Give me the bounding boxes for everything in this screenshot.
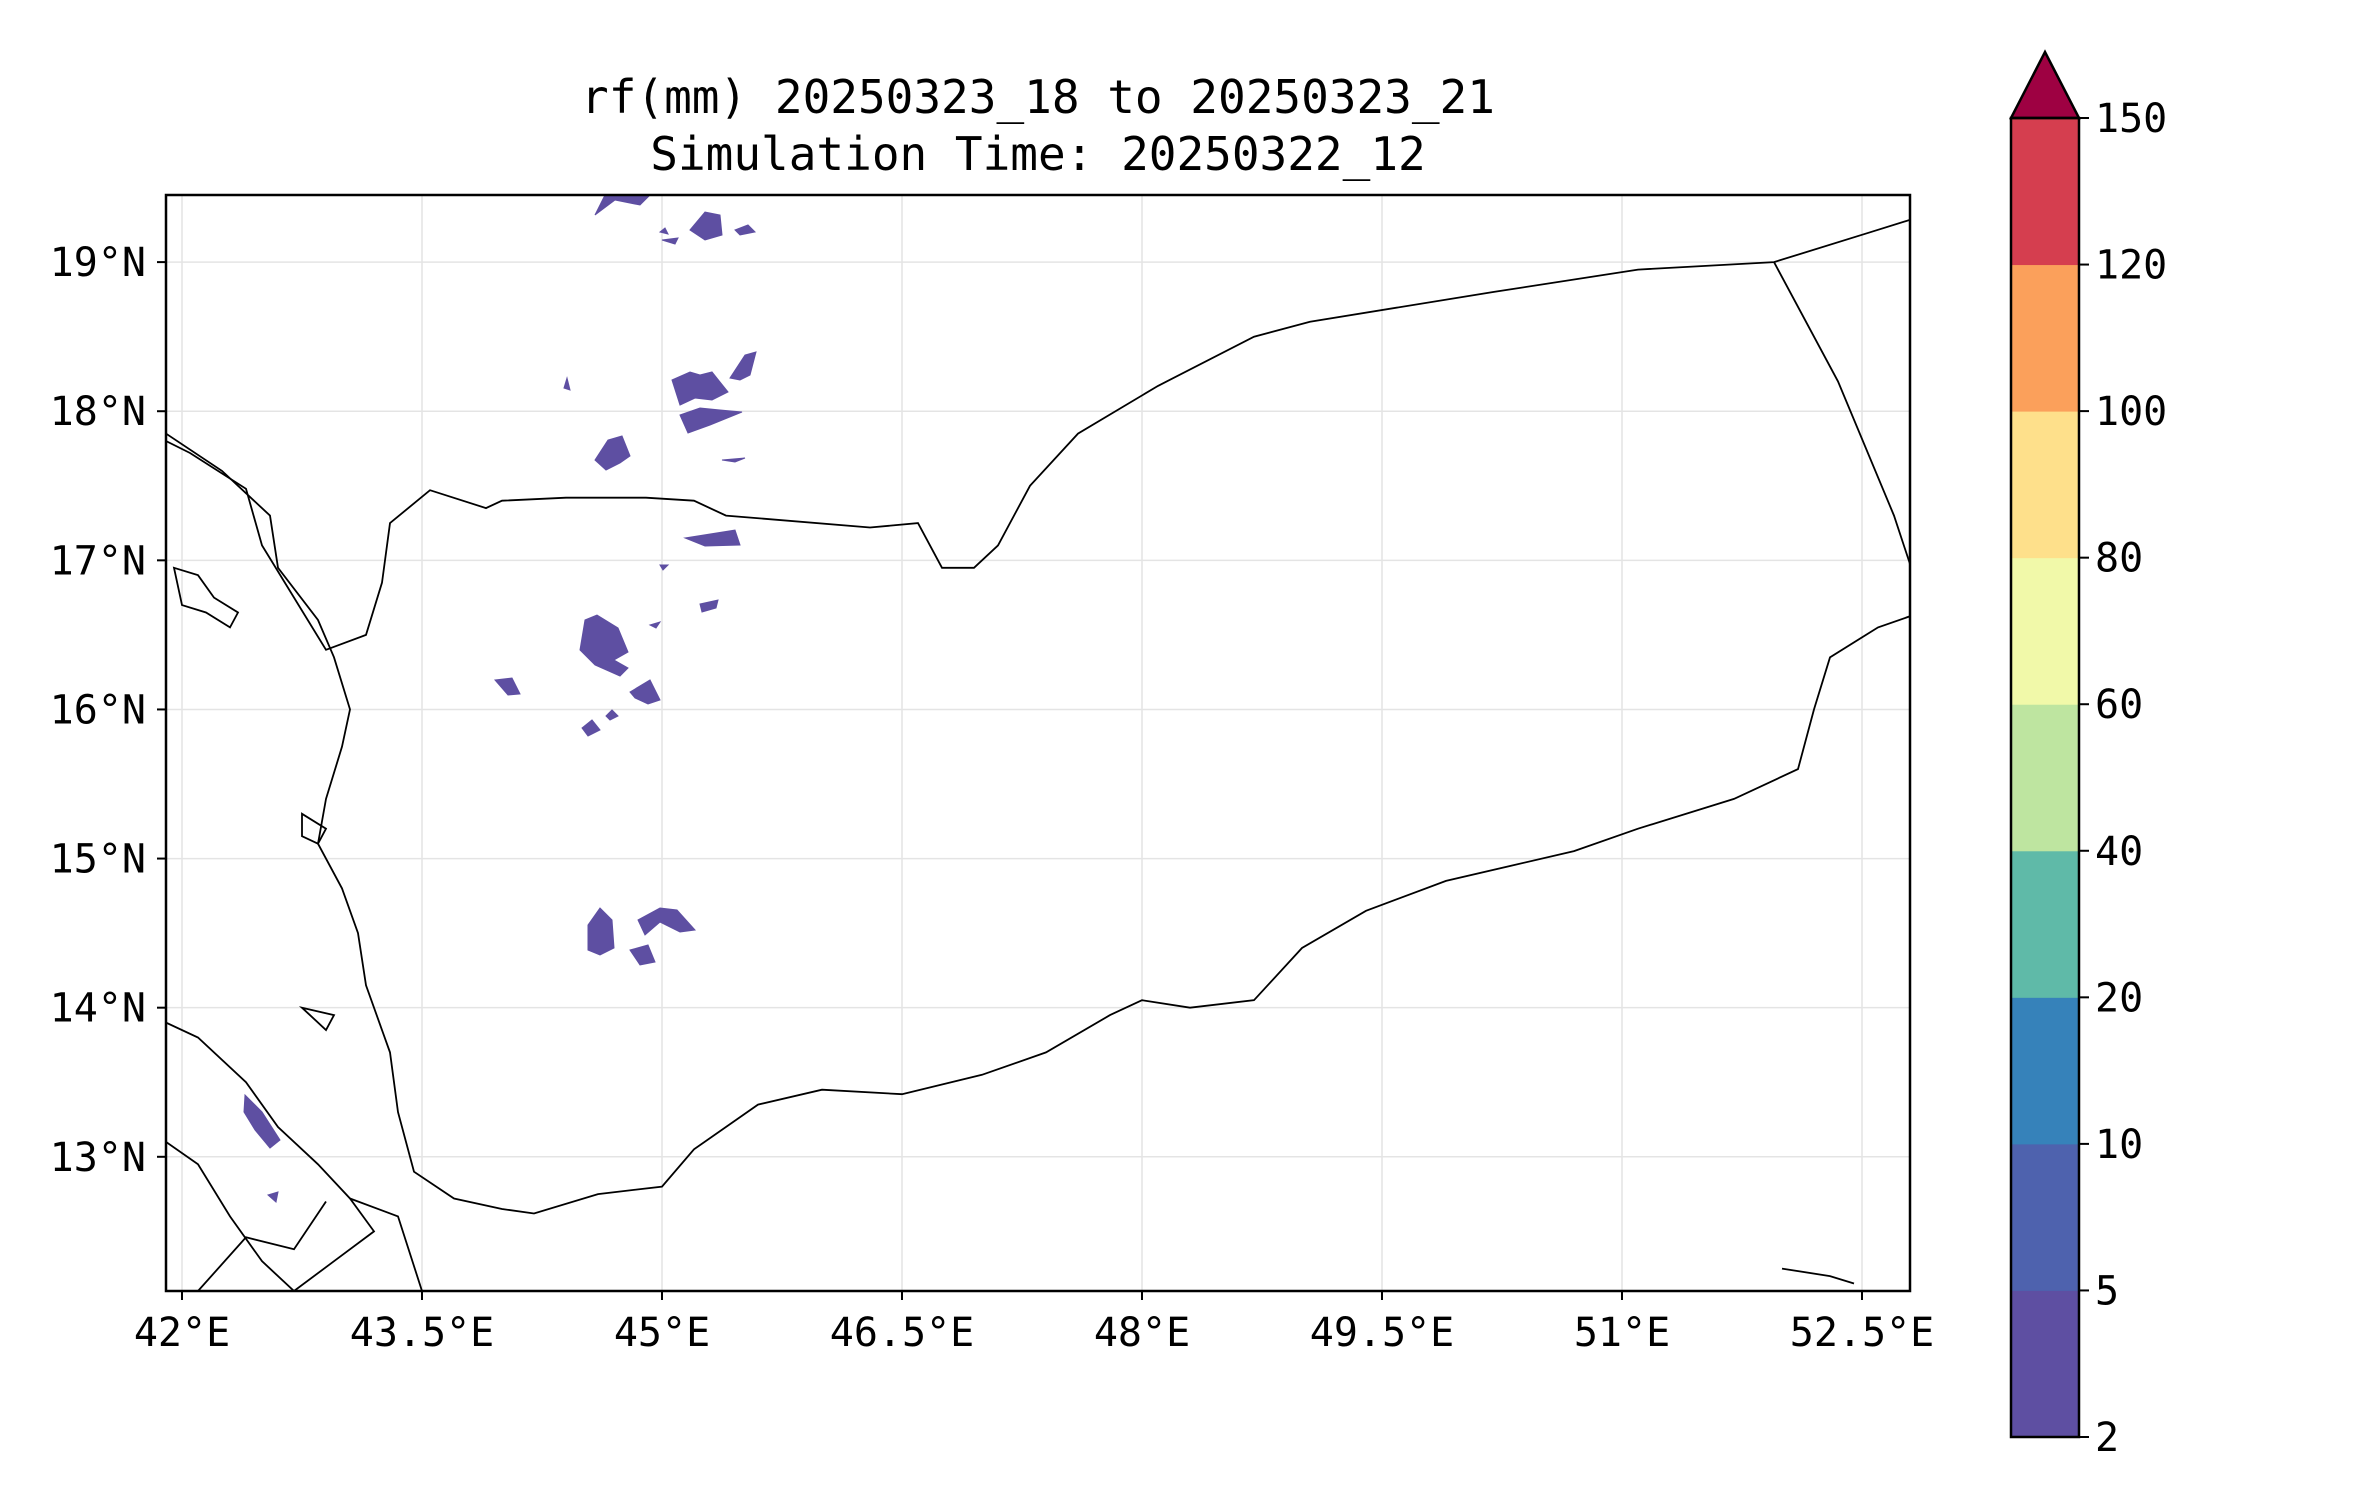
- coastline-hanish: [298, 1006, 336, 1032]
- coastline-socotra_w: [1781, 1267, 1855, 1285]
- rain-cell: [579, 614, 629, 677]
- lat-tick-label: 19°N: [50, 240, 146, 286]
- rain-cell: [587, 907, 615, 956]
- rain-cell: [729, 351, 757, 381]
- rain-cell: [683, 529, 741, 547]
- lon-tick-label: 49.5°E: [1310, 1310, 1455, 1356]
- rain-cell: [629, 944, 656, 966]
- rain-cell: [494, 677, 521, 696]
- map-outlines: [166, 218, 1910, 1291]
- rain-cell: [689, 211, 723, 241]
- rain-cell: [659, 564, 670, 571]
- rain-cell: [581, 719, 601, 737]
- colorbar-segment: [2011, 118, 2079, 266]
- lat-tick-label: 15°N: [50, 837, 146, 883]
- rain-cell: [563, 376, 571, 391]
- colorbar-label: 120: [2095, 243, 2167, 289]
- colorbar-segment: [2011, 1143, 2079, 1291]
- lat-tick-label: 17°N: [50, 538, 146, 584]
- rain-cell: [594, 435, 631, 471]
- rain-cell: [243, 1093, 281, 1149]
- rainfall-contours: [243, 195, 757, 1203]
- colorbar-segment: [2011, 704, 2079, 852]
- border-yemen_oman: [1773, 261, 1910, 567]
- lat-tick-label: 14°N: [50, 986, 146, 1032]
- rain-cell: [629, 679, 661, 705]
- latitude-ticks: 13°N 14°N 15°N 16°N 17°N 18°N 19°N: [50, 240, 166, 1181]
- map-subtitle: Simulation Time: 20250322_12: [650, 127, 1426, 181]
- rain-cell: [266, 1191, 279, 1203]
- colorbar-frame: [2009, 116, 2081, 1439]
- gridlines: [166, 195, 1910, 1291]
- coastline-arabia: [166, 432, 1910, 1215]
- colorbar-segment: [2011, 264, 2079, 412]
- coastline-africa: [166, 1021, 376, 1291]
- rain-cell: [699, 599, 719, 613]
- rain-cell: [661, 237, 679, 245]
- longitude-ticks: 42°E 43.5°E 45°E 46.5°E 48°E 49.5°E 51°E 52.5°E: [134, 1291, 1934, 1356]
- coastline-farasan: [301, 812, 328, 845]
- rain-cell: [637, 907, 697, 936]
- lon-tick-label: 43.5°E: [350, 1310, 495, 1356]
- border-djibouti: [349, 1197, 423, 1291]
- colorbar-label: 150: [2095, 96, 2167, 142]
- rain-cell: [679, 407, 743, 434]
- lat-tick-label: 18°N: [50, 389, 146, 435]
- colorbar-label: 20: [2095, 975, 2143, 1021]
- colorbar: 2 5 10 20 40 60 80 100 120 150: [2008, 49, 2167, 1461]
- rain-cell: [671, 371, 729, 406]
- border-saudi_yemen: [166, 218, 1910, 651]
- colorbar-label: 60: [2095, 682, 2143, 728]
- colorbar-extend-arrow: [2008, 49, 2082, 120]
- colorbar-segment: [2011, 411, 2079, 559]
- rain-cell: [658, 227, 669, 235]
- colorbar-label: 40: [2095, 829, 2143, 875]
- colorbar-label: 100: [2095, 389, 2167, 435]
- colorbar-segment: [2011, 1290, 2079, 1438]
- colorbar-label: 80: [2095, 536, 2143, 582]
- map-frame: [164, 193, 1912, 1293]
- lon-tick-label: 51°E: [1574, 1310, 1670, 1356]
- rain-cell: [734, 224, 757, 236]
- colorbar-label: 5: [2095, 1268, 2119, 1314]
- rain-cell: [648, 621, 662, 629]
- border-eritrea_ethiopia: [197, 1200, 327, 1291]
- lat-tick-label: 13°N: [50, 1135, 146, 1181]
- colorbar-segment: [2011, 850, 2079, 998]
- lon-tick-label: 52.5°E: [1790, 1310, 1935, 1356]
- lon-tick-label: 45°E: [614, 1310, 710, 1356]
- coastline-africa_low: [166, 1141, 295, 1291]
- lat-tick-label: 16°N: [50, 687, 146, 733]
- lon-tick-label: 46.5°E: [830, 1310, 975, 1356]
- colorbar-label: 10: [2095, 1122, 2143, 1168]
- lon-tick-label: 48°E: [1094, 1310, 1190, 1356]
- colorbar-segment: [2011, 557, 2079, 705]
- rain-cell: [594, 195, 651, 216]
- colorbar-segment: [2011, 997, 2079, 1145]
- colorbar-label: 2: [2095, 1415, 2119, 1461]
- coastline-dahlak: [172, 566, 240, 629]
- rain-cell: [721, 457, 746, 463]
- map-title: rf(mm) 20250323_18 to 20250323_21: [581, 70, 1495, 124]
- rain-cell: [605, 709, 619, 721]
- lon-tick-label: 42°E: [134, 1310, 230, 1356]
